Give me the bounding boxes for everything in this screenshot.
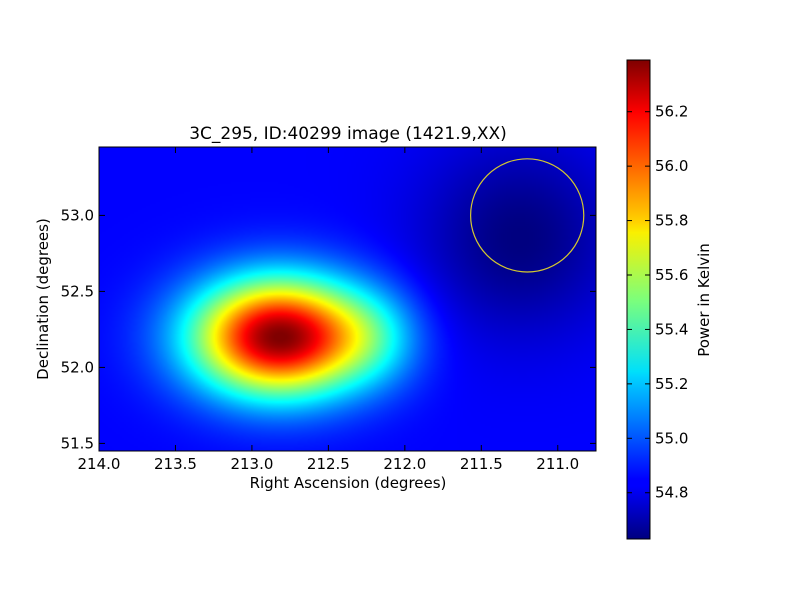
colorbar-tick-label: 56.2	[655, 103, 688, 121]
colorbar-tick-label: 55.4	[655, 320, 688, 338]
colorbar-tick-label: 56.0	[655, 157, 688, 175]
colorbar: 54.8 55.0 55.2 55.4 55.6 55.8 56.0 56.2 Power i…	[626, 59, 713, 540]
colorbar-tick-label: 54.8	[655, 484, 688, 502]
colorbar-tick-label: 55.0	[655, 429, 688, 447]
x-tick-label: 212.0	[383, 455, 426, 473]
x-axis: 214.0 213.5 213.0 212.5 212.0 211.5 211.0	[78, 147, 579, 473]
colorbar-ticks: 54.8 55.0 55.2 55.4 55.6 55.8 56.0 56.2	[627, 103, 688, 502]
colorbar-tick-label: 55.6	[655, 266, 688, 284]
x-tick-label: 211.0	[536, 455, 579, 473]
x-tick-label: 214.0	[78, 455, 121, 473]
colorbar-gradient	[626, 59, 651, 540]
x-tick-label: 213.5	[154, 455, 197, 473]
x-tick-label: 212.5	[307, 455, 350, 473]
x-tick-label: 213.0	[230, 455, 273, 473]
y-axis: 51.5 52.0 52.5 53.0	[61, 206, 596, 452]
x-axis-label: Right Ascension (degrees)	[250, 474, 447, 492]
heatmap-image	[99, 147, 596, 451]
plot-frame	[98, 146, 597, 452]
y-tick-label: 53.0	[61, 206, 94, 224]
chart-title: 3C_295, ID:40299 image (1421.9,XX)	[189, 124, 507, 144]
y-tick-label: 52.0	[61, 358, 94, 376]
source-circle	[470, 158, 585, 273]
colorbar-label: Power in Kelvin	[695, 243, 713, 357]
x-tick-label: 211.5	[460, 455, 503, 473]
y-axis-label: Declination (degrees)	[34, 218, 52, 380]
heatmap-raster	[99, 147, 596, 451]
colorbar-tick-label: 55.8	[655, 212, 688, 230]
y-tick-label: 52.5	[61, 282, 94, 300]
y-tick-label: 51.5	[61, 434, 94, 452]
colorbar-tick-label: 55.2	[655, 375, 688, 393]
